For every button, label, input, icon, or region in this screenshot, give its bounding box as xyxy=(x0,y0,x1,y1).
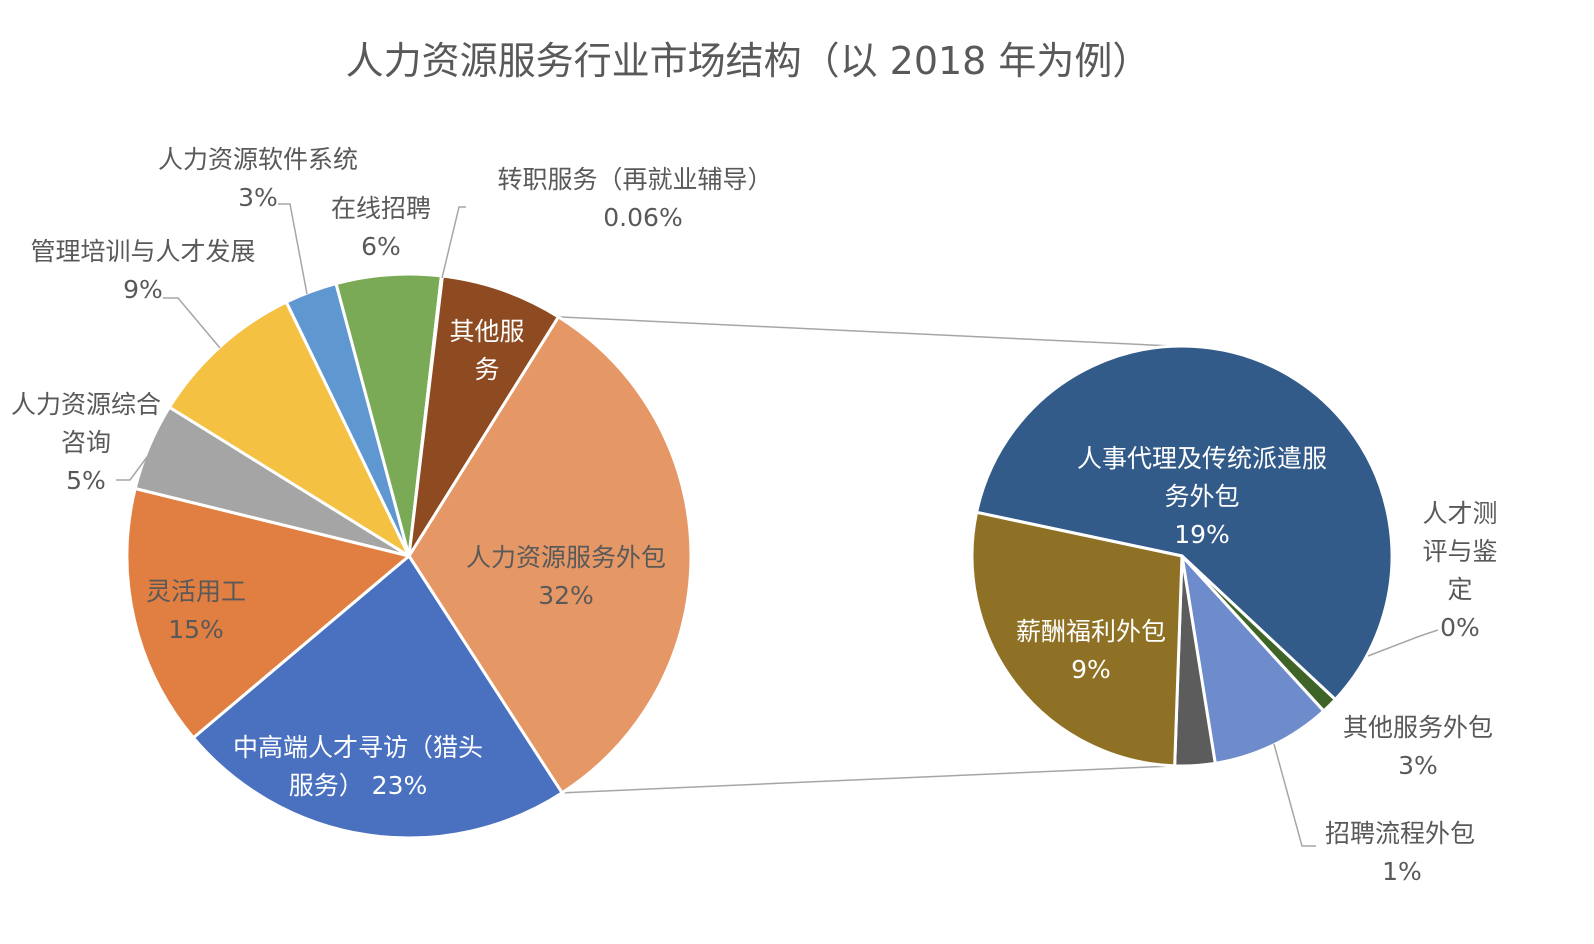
primary-slice-other xyxy=(407,274,560,558)
primary-slice-flexible xyxy=(125,487,411,740)
leader-line-recruit-process xyxy=(1273,743,1316,847)
data-label-flexible: 灵活用工 15% xyxy=(146,577,246,644)
secondary-pie xyxy=(970,344,1394,768)
data-label-recruit-process: 招聘流程外包 xyxy=(1325,819,1475,848)
leader-line-assessment xyxy=(1367,629,1439,657)
data-labels: 人力资源服务外包 32% 中高端人才寻访（猎头服务） 23% 灵活用工 15% 其他服务在… xyxy=(11,145,1498,886)
data-label-payroll: 薪酬福利外包 9% xyxy=(1016,617,1166,684)
primary-slice-training xyxy=(167,300,411,558)
data-label-assessment: 人才测评与鉴定 xyxy=(1422,499,1497,604)
leader-line-training xyxy=(163,297,221,349)
connector-lines xyxy=(558,316,1173,794)
leader-lines xyxy=(116,203,1439,847)
data-label-other: 其他服务 xyxy=(449,317,524,384)
data-label-outplacement: 转职服务（再就业辅导） xyxy=(497,165,772,194)
data-label-consulting: 人力资源综合咨询 xyxy=(11,390,161,457)
data-label-consulting-pct: 5% xyxy=(66,466,106,495)
primary-slice-hr-outsourcing xyxy=(407,315,693,795)
data-label-software: 人力资源软件系统 xyxy=(158,145,358,174)
primary-pie xyxy=(125,272,693,840)
data-label-software-pct: 3% xyxy=(238,183,278,212)
data-label-headhunting: 中高端人才寻访（猎头服务） 23% xyxy=(233,733,483,800)
leader-line-consulting xyxy=(116,452,151,481)
secondary-slice-other-outsourcing xyxy=(1180,554,1326,765)
data-label-online: 在线招聘 6% xyxy=(331,194,431,261)
data-label-outplacement-pct: 0.06% xyxy=(603,203,682,232)
leader-line-software xyxy=(278,203,308,295)
secondary-slice-agency xyxy=(975,344,1394,702)
connector-line-bottom xyxy=(562,765,1173,794)
connector-line-top xyxy=(558,316,1173,347)
data-label-other-outsourcing: 其他服务外包 3% xyxy=(1343,713,1493,780)
data-label-assessment-pct: 0% xyxy=(1440,613,1480,642)
data-label-training-pct: 9% xyxy=(123,275,163,304)
leader-line-outplacement xyxy=(441,206,466,279)
data-label-hr-outsourcing: 人力资源服务外包 32% xyxy=(466,543,666,610)
data-label-recruit-process-pct: 1% xyxy=(1382,857,1422,886)
secondary-slice-payroll xyxy=(970,510,1184,768)
data-label-agency: 人事代理及传统派遣服务外包 19% xyxy=(1077,444,1327,549)
chart-title: 人力资源服务行业市场结构（以 2018 年为例） xyxy=(346,39,1151,83)
primary-slice-headhunting xyxy=(191,554,564,840)
data-label-training: 管理培训与人才发展 xyxy=(30,237,255,266)
